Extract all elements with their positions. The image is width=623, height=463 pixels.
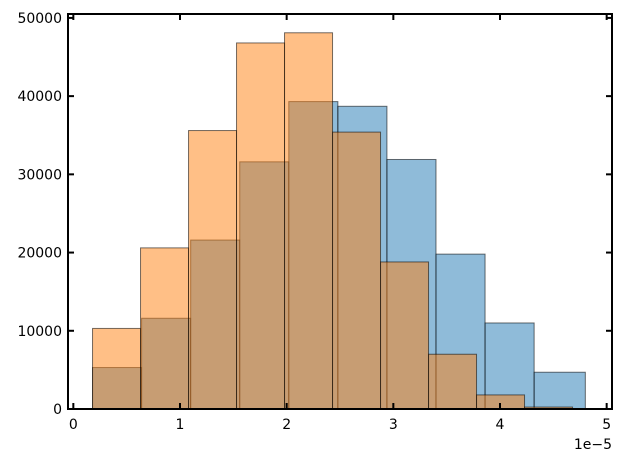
- y-tick-label-3: 30000: [17, 167, 62, 183]
- x-tick-label-4: 4: [496, 417, 505, 433]
- x-tick-label-2: 2: [282, 417, 291, 433]
- y-tick-label-2: 20000: [17, 246, 62, 262]
- x-tick-label-1: 1: [176, 417, 185, 433]
- y-tick-label-5: 50000: [17, 11, 62, 27]
- axis-tick-labels: 0 1 2 3 4 5 0 10000 20000 30000 40000 50000: [17, 11, 611, 433]
- histogram-bars: [92, 32, 586, 410]
- histogram-bar-series2-bin3: [188, 130, 238, 410]
- y-tick-label-4: 40000: [17, 89, 62, 105]
- y-tick-label-1: 10000: [17, 324, 62, 340]
- plot-frame: [67, 13, 613, 410]
- histogram-bar-series2-bin8: [428, 353, 478, 410]
- histogram-bar-series2-bin7: [380, 261, 430, 410]
- y-tick-label-0: 0: [53, 402, 62, 418]
- x-axis-offset-label: 1e−5: [574, 437, 612, 453]
- x-tick-label-0: 0: [69, 417, 78, 433]
- histogram-bar-series2-bin1: [92, 327, 142, 410]
- histogram-bar-series2-bin5: [284, 32, 334, 410]
- x-tick-label-3: 3: [389, 417, 398, 433]
- histogram-bar-series2-bin6: [332, 131, 382, 410]
- x-tick-label-5: 5: [602, 417, 611, 433]
- histogram-bar-series2-bin2: [140, 247, 190, 410]
- axis-ticks: [68, 14, 612, 410]
- histogram-bar-series1-bin10: [533, 371, 586, 410]
- histogram-bar-series2-bin4: [236, 42, 286, 410]
